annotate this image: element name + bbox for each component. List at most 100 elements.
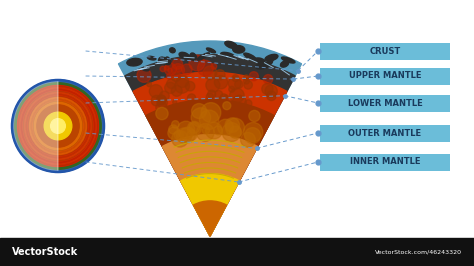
Circle shape bbox=[169, 125, 178, 134]
Circle shape bbox=[12, 80, 104, 172]
Circle shape bbox=[214, 76, 228, 89]
Circle shape bbox=[51, 119, 65, 133]
Circle shape bbox=[191, 103, 207, 119]
Circle shape bbox=[185, 81, 195, 91]
Circle shape bbox=[245, 128, 261, 144]
Circle shape bbox=[168, 68, 173, 73]
Circle shape bbox=[196, 124, 214, 141]
Circle shape bbox=[177, 121, 195, 139]
Circle shape bbox=[151, 95, 162, 106]
Wedge shape bbox=[118, 41, 301, 236]
Circle shape bbox=[166, 73, 173, 79]
Circle shape bbox=[171, 85, 182, 96]
Circle shape bbox=[164, 82, 176, 93]
Circle shape bbox=[187, 121, 201, 135]
Circle shape bbox=[226, 118, 245, 137]
Circle shape bbox=[267, 91, 276, 101]
Circle shape bbox=[230, 88, 244, 103]
Circle shape bbox=[249, 72, 258, 81]
Circle shape bbox=[240, 132, 255, 147]
Circle shape bbox=[189, 122, 200, 133]
Circle shape bbox=[187, 130, 197, 140]
Circle shape bbox=[211, 64, 217, 69]
Text: UPPER MANTLE: UPPER MANTLE bbox=[349, 72, 421, 81]
Circle shape bbox=[208, 90, 216, 98]
FancyBboxPatch shape bbox=[320, 94, 450, 111]
Circle shape bbox=[217, 97, 222, 102]
Circle shape bbox=[182, 64, 192, 74]
Circle shape bbox=[164, 66, 169, 70]
Wedge shape bbox=[133, 72, 287, 236]
Ellipse shape bbox=[188, 55, 197, 60]
Circle shape bbox=[156, 107, 168, 120]
Circle shape bbox=[174, 78, 190, 93]
Circle shape bbox=[44, 112, 72, 140]
Ellipse shape bbox=[142, 68, 149, 71]
Ellipse shape bbox=[255, 62, 270, 69]
Ellipse shape bbox=[165, 57, 170, 64]
Circle shape bbox=[172, 120, 179, 128]
Circle shape bbox=[223, 95, 229, 101]
Circle shape bbox=[244, 81, 252, 89]
Circle shape bbox=[206, 93, 213, 100]
Circle shape bbox=[245, 100, 252, 107]
Circle shape bbox=[156, 95, 166, 104]
Circle shape bbox=[203, 66, 217, 80]
Circle shape bbox=[15, 83, 101, 169]
Circle shape bbox=[160, 66, 165, 72]
Ellipse shape bbox=[197, 53, 210, 60]
Ellipse shape bbox=[158, 57, 164, 64]
Text: OUTER MANTLE: OUTER MANTLE bbox=[348, 128, 421, 138]
Circle shape bbox=[156, 102, 167, 113]
Circle shape bbox=[176, 66, 182, 72]
Circle shape bbox=[187, 94, 196, 102]
Ellipse shape bbox=[161, 57, 171, 65]
Circle shape bbox=[244, 122, 263, 142]
Circle shape bbox=[147, 82, 152, 87]
Text: LOWER MANTLE: LOWER MANTLE bbox=[347, 98, 422, 107]
Circle shape bbox=[37, 105, 79, 147]
Wedge shape bbox=[181, 174, 239, 236]
Circle shape bbox=[244, 78, 249, 84]
Polygon shape bbox=[12, 80, 58, 172]
Ellipse shape bbox=[190, 53, 196, 60]
Circle shape bbox=[249, 110, 260, 122]
Circle shape bbox=[157, 97, 167, 108]
Circle shape bbox=[229, 126, 241, 138]
Circle shape bbox=[244, 75, 249, 80]
Text: INNER MANTLE: INNER MANTLE bbox=[350, 157, 420, 167]
Text: VectorStock.com/46243320: VectorStock.com/46243320 bbox=[375, 250, 462, 255]
Circle shape bbox=[171, 72, 181, 81]
Circle shape bbox=[225, 118, 239, 132]
Circle shape bbox=[198, 60, 213, 76]
Circle shape bbox=[172, 131, 188, 147]
Circle shape bbox=[174, 130, 183, 140]
Circle shape bbox=[191, 108, 210, 127]
Circle shape bbox=[232, 95, 246, 109]
Circle shape bbox=[206, 122, 222, 139]
Circle shape bbox=[18, 86, 99, 167]
Circle shape bbox=[173, 100, 177, 104]
Circle shape bbox=[176, 75, 189, 88]
Circle shape bbox=[220, 94, 228, 101]
Ellipse shape bbox=[244, 53, 256, 60]
Ellipse shape bbox=[207, 48, 216, 53]
Ellipse shape bbox=[147, 56, 156, 60]
Circle shape bbox=[264, 74, 273, 84]
Circle shape bbox=[137, 68, 151, 82]
Circle shape bbox=[201, 103, 221, 122]
Circle shape bbox=[232, 75, 239, 82]
Wedge shape bbox=[193, 201, 227, 236]
Wedge shape bbox=[125, 55, 295, 236]
Ellipse shape bbox=[170, 48, 175, 53]
Circle shape bbox=[235, 80, 243, 89]
Wedge shape bbox=[146, 99, 274, 236]
Text: CRUST: CRUST bbox=[369, 47, 401, 56]
Ellipse shape bbox=[281, 61, 289, 67]
Circle shape bbox=[215, 70, 225, 80]
Circle shape bbox=[228, 77, 241, 90]
Ellipse shape bbox=[255, 58, 265, 64]
Circle shape bbox=[23, 91, 93, 161]
Circle shape bbox=[265, 85, 277, 97]
Circle shape bbox=[262, 83, 273, 95]
